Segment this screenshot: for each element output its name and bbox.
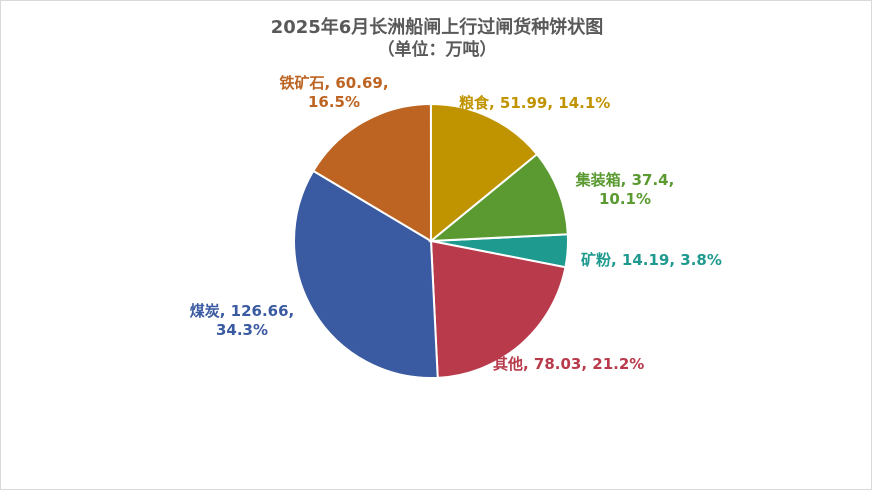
- data-label-liangshi: 粮食, 51.99, 14.1%: [459, 94, 611, 112]
- data-label-tiekuangshi: 铁矿石, 60.69, 16.5%: [279, 74, 389, 111]
- data-label-meitan: 煤炭, 126.66, 34.3%: [189, 302, 295, 339]
- data-label-qita: 其他, 78.03, 21.2%: [493, 355, 645, 373]
- slice-qita: [429, 239, 567, 379]
- data-label-kuangfen: 矿粉, 14.19, 3.8%: [581, 251, 722, 269]
- slice-tiekuangshi: [311, 102, 433, 243]
- chart-subtitle: （单位：万吨）: [377, 40, 497, 60]
- slice-meitan: [293, 169, 439, 379]
- data-label-jizhuangxiang: 集装箱, 37.4, 10.1%: [575, 171, 675, 208]
- slice-jizhuangxiang: [428, 152, 569, 243]
- chart-title: 2025年6月长洲船闸上行过闸货种饼状图: [270, 17, 604, 38]
- slice-liangshi: [429, 102, 539, 244]
